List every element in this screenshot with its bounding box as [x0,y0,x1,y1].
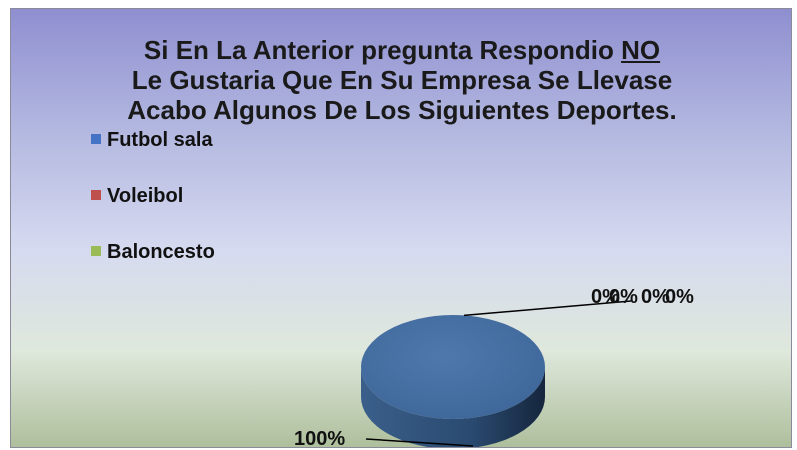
pie-slice-side-futbol-sala [361,367,545,447]
legend-swatch-futbol-sala [91,133,101,144]
legend-entry-baloncesto: Baloncesto [91,241,215,264]
chart-title: Si En La Anterior pregunta Respondio NO … [11,35,791,125]
pie-chart: 100%0%0% 0%0% [294,286,694,448]
pie-slice-futbol-sala [361,315,545,419]
chart-area: Si En La Anterior pregunta Respondio NO … [10,8,792,448]
legend-swatch-voleibol [91,189,101,200]
legend-label-futbol-sala: Futbol sala [107,129,213,151]
data-label-zero-1: 0% [591,286,620,308]
legend-label-baloncesto: Baloncesto [107,241,215,263]
title-line-2: Le Gustaria Que En Su Empresa Se Llevase [131,65,673,95]
title-line-3: Acabo Algunos De Los Siguientes Deportes… [127,95,677,125]
legend-label-voleibol: Voleibol [107,185,184,207]
data-label-100: 100% [294,428,345,448]
leader-line-futbol-sala [365,438,474,447]
title-underlined-word: NO [621,35,661,65]
data-label-zero-2: 0% [609,286,638,308]
data-label-zero-3: 0% [641,286,670,308]
data-label-zero-4: 0% [665,286,694,308]
legend-swatch-baloncesto [91,245,101,256]
title-line-1-text: Si En La Anterior pregunta Respondio [143,35,622,65]
legend-entry-futbol-sala: Futbol sala [91,129,213,152]
legend-entry-voleibol: Voleibol [91,185,183,208]
title-line-1: Si En La Anterior pregunta Respondio NO [11,35,791,65]
leader-line-small-slices [463,300,632,317]
